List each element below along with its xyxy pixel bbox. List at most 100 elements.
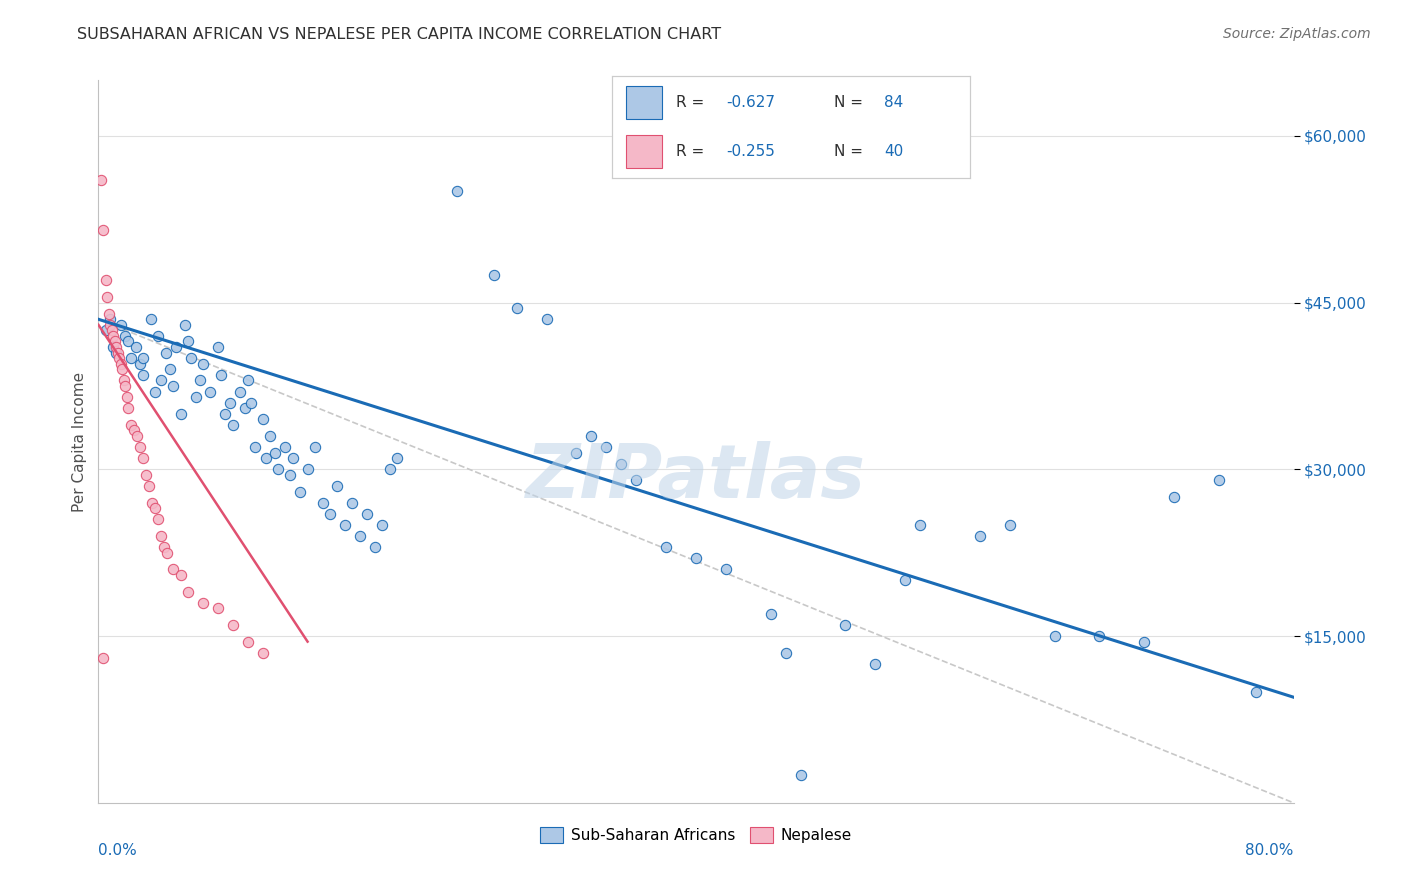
Point bbox=[139, 312, 162, 326]
Point bbox=[263, 445, 285, 459]
Point bbox=[789, 768, 811, 782]
Bar bbox=[626, 136, 662, 168]
Point bbox=[333, 517, 356, 532]
Legend: Sub-Saharan Africans, Nepalese: Sub-Saharan Africans, Nepalese bbox=[534, 822, 858, 849]
Point bbox=[112, 373, 135, 387]
Point bbox=[188, 373, 211, 387]
Text: -0.627: -0.627 bbox=[727, 95, 775, 110]
Point bbox=[297, 462, 319, 476]
Point bbox=[94, 323, 117, 337]
Point bbox=[200, 384, 222, 399]
Point bbox=[565, 445, 588, 459]
Point bbox=[184, 390, 207, 404]
Text: ZIPatlas: ZIPatlas bbox=[526, 442, 866, 514]
Point bbox=[311, 496, 333, 510]
Point bbox=[101, 323, 124, 337]
Point bbox=[120, 417, 142, 432]
Text: R =: R = bbox=[676, 95, 709, 110]
Point bbox=[169, 568, 191, 582]
Point bbox=[685, 551, 707, 566]
Point bbox=[111, 362, 134, 376]
Point bbox=[969, 529, 991, 543]
Point bbox=[1043, 629, 1066, 643]
Point bbox=[1088, 629, 1111, 643]
Point bbox=[214, 407, 236, 421]
Point bbox=[349, 529, 371, 543]
Point bbox=[96, 290, 118, 304]
Point bbox=[143, 501, 166, 516]
Point bbox=[288, 484, 311, 499]
Point bbox=[191, 596, 214, 610]
Point bbox=[1244, 684, 1267, 698]
Text: SUBSAHARAN AFRICAN VS NEPALESE PER CAPITA INCOME CORRELATION CHART: SUBSAHARAN AFRICAN VS NEPALESE PER CAPIT… bbox=[77, 27, 721, 42]
Point bbox=[233, 401, 256, 416]
Point bbox=[180, 351, 202, 366]
Point bbox=[98, 318, 122, 332]
Text: 0.0%: 0.0% bbox=[98, 843, 138, 857]
Point bbox=[191, 357, 214, 371]
Point bbox=[110, 318, 132, 332]
Point bbox=[446, 185, 468, 199]
Point bbox=[115, 390, 138, 404]
Point bbox=[132, 451, 155, 466]
Point bbox=[110, 357, 132, 371]
Point bbox=[207, 601, 229, 615]
Point bbox=[274, 440, 297, 454]
Y-axis label: Per Capita Income: Per Capita Income bbox=[72, 371, 87, 512]
Point bbox=[385, 451, 409, 466]
Point bbox=[162, 562, 184, 576]
Point bbox=[1208, 474, 1230, 488]
Point bbox=[342, 496, 364, 510]
Point bbox=[626, 474, 648, 488]
Point bbox=[536, 312, 558, 326]
Point bbox=[153, 540, 176, 554]
Point bbox=[156, 546, 179, 560]
Point bbox=[319, 507, 342, 521]
Point bbox=[162, 379, 184, 393]
Point bbox=[259, 429, 281, 443]
Point bbox=[94, 273, 117, 287]
Point bbox=[90, 173, 112, 187]
Point bbox=[267, 462, 290, 476]
Point bbox=[174, 318, 197, 332]
Point bbox=[91, 223, 114, 237]
Point bbox=[378, 462, 401, 476]
Point bbox=[155, 345, 177, 359]
Point bbox=[150, 373, 173, 387]
Point bbox=[135, 467, 157, 482]
Point bbox=[222, 618, 245, 632]
Point bbox=[581, 429, 603, 443]
Point bbox=[165, 340, 187, 354]
Point bbox=[169, 407, 191, 421]
Point bbox=[364, 540, 387, 554]
Point bbox=[143, 384, 166, 399]
Text: 84: 84 bbox=[884, 95, 903, 110]
Point bbox=[219, 395, 242, 409]
Text: N =: N = bbox=[834, 145, 868, 160]
Point bbox=[595, 440, 617, 454]
Point bbox=[655, 540, 678, 554]
Text: N =: N = bbox=[834, 95, 868, 110]
Point bbox=[120, 351, 142, 366]
Point bbox=[775, 646, 797, 660]
Point bbox=[177, 334, 200, 349]
Point bbox=[834, 618, 856, 632]
Point bbox=[865, 657, 887, 671]
Point bbox=[132, 351, 155, 366]
Point bbox=[114, 379, 136, 393]
Point bbox=[117, 334, 139, 349]
Point bbox=[91, 651, 114, 665]
Point bbox=[148, 512, 170, 526]
Point bbox=[371, 517, 394, 532]
Point bbox=[132, 368, 155, 382]
Point bbox=[236, 373, 259, 387]
Point bbox=[104, 334, 127, 349]
Point bbox=[908, 517, 931, 532]
Point bbox=[114, 329, 136, 343]
Text: 80.0%: 80.0% bbox=[1246, 843, 1294, 857]
Point bbox=[278, 467, 301, 482]
Point bbox=[998, 517, 1021, 532]
Point bbox=[159, 362, 181, 376]
Point bbox=[209, 368, 232, 382]
Point bbox=[129, 440, 152, 454]
